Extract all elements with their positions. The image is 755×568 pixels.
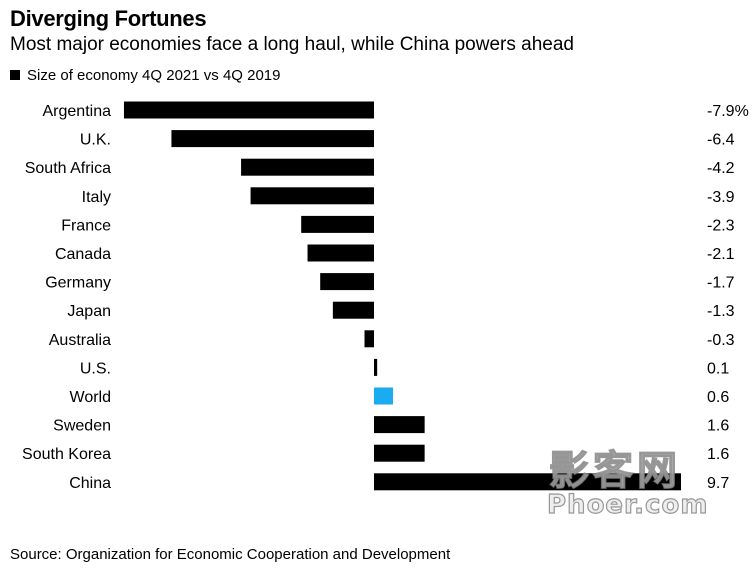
category-label-japan: Japan bbox=[67, 303, 111, 320]
category-label-u-s: U.S. bbox=[80, 360, 111, 377]
bar-germany bbox=[320, 273, 374, 291]
category-label-south-africa: South Africa bbox=[25, 160, 111, 177]
value-label-u-k: -6.4 bbox=[707, 132, 735, 149]
bar-u-s bbox=[374, 358, 378, 376]
category-label-china: China bbox=[69, 475, 111, 492]
value-label-canada: -2.1 bbox=[707, 246, 735, 263]
value-label-south-africa: -4.2 bbox=[707, 160, 735, 177]
bar-australia bbox=[364, 330, 374, 348]
value-label-france: -2.3 bbox=[707, 217, 735, 234]
value-label-world: 0.6 bbox=[707, 389, 729, 406]
category-label-germany: Germany bbox=[45, 275, 111, 292]
category-label-argentina: Argentina bbox=[43, 103, 112, 120]
bar-world bbox=[374, 387, 393, 405]
value-label-germany: -1.7 bbox=[707, 275, 735, 292]
bar-france bbox=[301, 215, 374, 233]
legend-label: Size of economy 4Q 2021 vs 4Q 2019 bbox=[27, 66, 281, 84]
value-label-japan: -1.3 bbox=[707, 303, 735, 320]
bar-italy bbox=[250, 187, 374, 205]
chart-legend: Size of economy 4Q 2021 vs 4Q 2019 bbox=[10, 65, 280, 85]
category-label-u-k: U.K. bbox=[80, 132, 111, 149]
bar-argentina bbox=[123, 101, 374, 119]
value-label-south-korea: 1.6 bbox=[707, 446, 729, 463]
chart-subtitle: Most major economies face a long haul, w… bbox=[10, 34, 574, 55]
category-label-world: World bbox=[70, 389, 112, 406]
category-label-sweden: Sweden bbox=[53, 418, 111, 435]
value-label-argentina: -7.9% bbox=[707, 103, 749, 120]
bar-south-africa bbox=[241, 158, 374, 176]
value-label-sweden: 1.6 bbox=[707, 418, 729, 435]
value-label-u-s: 0.1 bbox=[707, 360, 729, 377]
category-label-italy: Italy bbox=[82, 189, 111, 206]
bar-china bbox=[374, 473, 682, 491]
bar-japan bbox=[332, 301, 374, 319]
value-label-australia: -0.3 bbox=[707, 332, 735, 349]
category-label-canada: Canada bbox=[55, 246, 111, 263]
chart-title: Diverging Fortunes bbox=[10, 6, 207, 31]
value-label-china: 9.7 bbox=[707, 475, 729, 492]
bar-south-korea bbox=[374, 444, 425, 462]
source-note: Source: Organization for Economic Cooper… bbox=[10, 546, 451, 563]
bar-u-k bbox=[171, 130, 374, 148]
category-label-south-korea: South Korea bbox=[22, 446, 111, 463]
value-label-italy: -3.9 bbox=[707, 189, 735, 206]
legend-swatch bbox=[10, 70, 20, 80]
bar-sweden bbox=[374, 416, 425, 434]
category-label-australia: Australia bbox=[49, 332, 111, 349]
category-label-france: France bbox=[61, 217, 111, 234]
bar-canada bbox=[307, 244, 374, 262]
